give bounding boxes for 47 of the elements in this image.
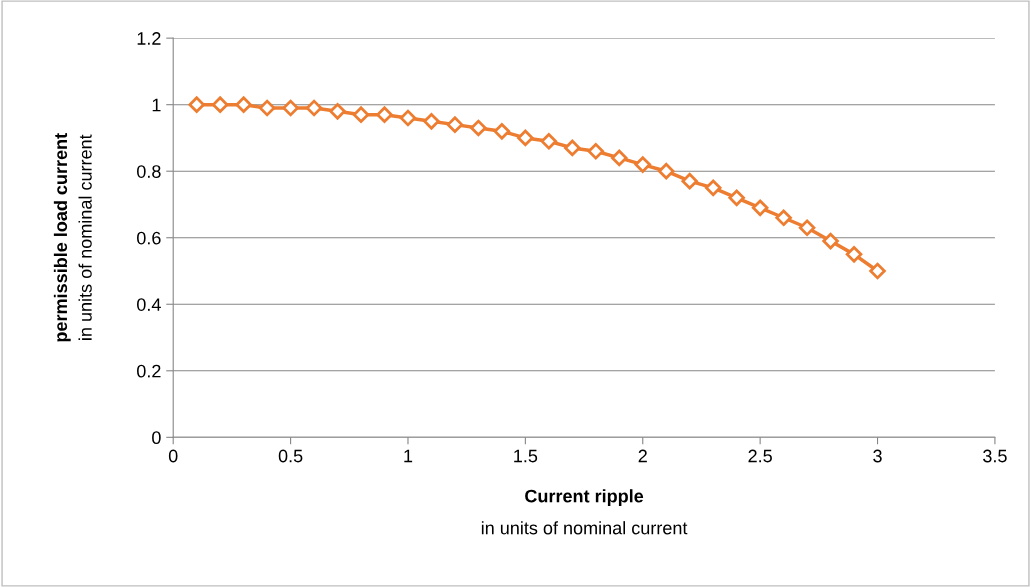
x-tick-label: 2.5 — [748, 449, 772, 463]
point — [798, 219, 816, 237]
x-tick-label: 0 — [168, 449, 178, 463]
point — [329, 103, 346, 120]
x-tick-label: 1.5 — [514, 449, 538, 463]
point — [470, 119, 487, 137]
point — [540, 133, 558, 150]
y-tick-label: 0 — [152, 431, 161, 445]
point — [822, 232, 839, 250]
point — [235, 96, 252, 113]
point — [775, 209, 792, 227]
y-tick-label: 0.2 — [137, 364, 161, 378]
point — [446, 116, 464, 133]
x-axis-title: Current ripple in units of nominal current — [481, 489, 688, 535]
point — [704, 179, 722, 197]
y-tick-label: 0.8 — [137, 165, 161, 178]
x-tick-label: 3 — [873, 449, 882, 463]
point — [352, 106, 370, 123]
y-tick-label: 1.2 — [137, 32, 161, 45]
point — [657, 162, 675, 180]
point — [517, 129, 534, 147]
point — [376, 106, 393, 123]
point — [845, 246, 863, 263]
y-tick-label: 0.4 — [137, 298, 161, 311]
point — [399, 109, 417, 127]
y-axis-title: permissible load current in units of nominal current — [53, 133, 92, 342]
point — [611, 149, 628, 167]
point — [681, 172, 698, 190]
point — [211, 96, 229, 113]
point — [728, 189, 745, 207]
point — [564, 139, 581, 157]
point — [587, 142, 605, 160]
point — [751, 199, 769, 217]
y-tick-label: 1 — [152, 98, 161, 112]
point — [188, 96, 205, 113]
x-tick-label: 2 — [638, 449, 647, 463]
point — [493, 123, 511, 140]
x-tick-label: 1 — [404, 449, 413, 463]
x-tick-label: 0.5 — [278, 449, 303, 463]
x-tick-label: 3.5 — [983, 449, 1007, 463]
point — [305, 99, 323, 117]
point — [423, 113, 440, 130]
point — [258, 99, 276, 117]
point — [634, 156, 652, 173]
point — [282, 99, 299, 117]
point — [869, 262, 886, 280]
y-tick-label: 0.6 — [137, 231, 161, 245]
